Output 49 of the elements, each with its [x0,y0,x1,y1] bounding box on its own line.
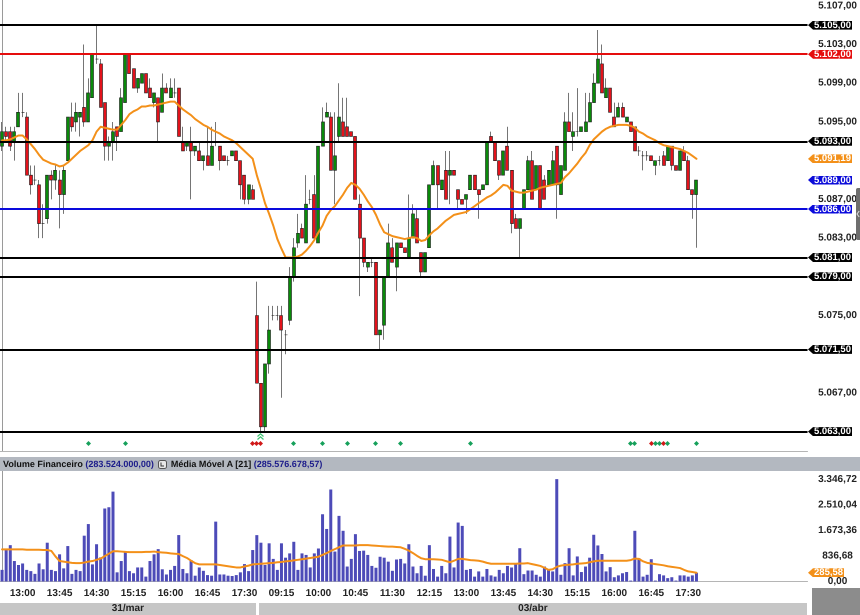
y-tick-label: 5.087,00 [818,194,858,205]
candlestick [489,131,493,142]
candlestick [271,306,275,321]
candlestick [337,82,341,142]
candlestick [218,146,222,171]
y-tick-label: 5.095,00 [818,116,858,128]
text: 5.089,00 [808,174,852,186]
candlestick [284,330,288,355]
line-series [1,100,698,258]
candlestick [518,218,522,258]
candlestick [694,180,698,248]
candlestick [456,189,460,210]
candlestick [214,122,218,146]
candlestick [279,306,283,398]
candlestick [538,165,542,210]
ref-line-label: 5.086,00 [808,204,852,215]
y-tick-label: 5.075,00 [818,310,858,322]
ref-line-label: 5.093,00 [808,136,852,147]
candlestick [464,194,468,214]
y-tick-label: 5.083,00 [818,232,858,244]
candlestick [419,252,423,278]
candlestick [226,156,230,166]
candlestick [251,184,255,200]
candlestick [386,223,390,278]
ref-line-label: 5.105,00 [808,20,852,31]
y-tick-label: 5.103,00 [818,39,858,50]
candlestick [210,126,214,166]
ref-line-label: 5.079,00 [808,271,852,282]
y-tick-label: 5.067,00 [818,387,858,398]
candlestick [304,174,308,244]
y-tick-label: 5.107,00 [818,0,858,12]
text: 5.091,19 [808,153,852,164]
candlestick [333,112,337,205]
candlestick [345,97,349,137]
y-tick-label: 5.099,00 [818,78,858,89]
candlestick [670,146,674,171]
ref-line-label: 5.063,00 [808,426,852,438]
candlestick [555,146,559,220]
candlestick [530,150,534,200]
candlestick [189,126,193,200]
ref-line-label: 5.102,00 [808,48,852,60]
ref-line-label: 5.081,00 [808,252,852,263]
candlestick [444,150,448,200]
candlestick [45,174,49,224]
candlestick [358,194,362,296]
candlestick [111,122,115,161]
candlestick [448,150,452,205]
candlestick [407,194,411,258]
ref-line-label: 5.071,50 [808,344,852,355]
